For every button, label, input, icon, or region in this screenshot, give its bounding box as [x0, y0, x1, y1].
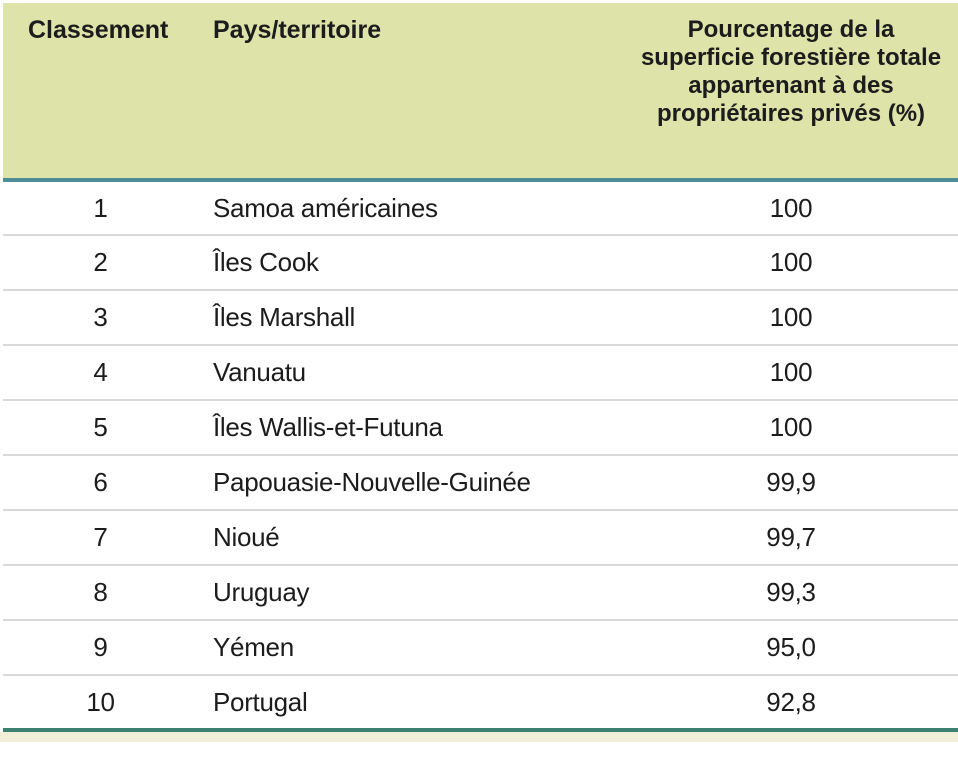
column-header-classement: Classement — [3, 3, 198, 182]
country-cell: Uruguay — [198, 565, 624, 621]
ranking-table: Classement Pays/territoire Pourcentage d… — [3, 3, 958, 732]
country-cell: Portugal — [198, 675, 624, 732]
header-row: Classement Pays/territoire Pourcentage d… — [3, 3, 958, 182]
table-row: 4 Vanuatu 100 — [3, 345, 958, 401]
rank-cell: 4 — [3, 345, 198, 401]
rank-cell: 8 — [3, 565, 198, 621]
rank-cell: 9 — [3, 620, 198, 676]
rank-cell: 10 — [3, 675, 198, 732]
table-row: 9 Yémen 95,0 — [3, 620, 958, 676]
rank-cell: 5 — [3, 400, 198, 456]
country-cell: Yémen — [198, 620, 624, 676]
table-row: 5 Îles Wallis-et-Futuna 100 — [3, 400, 958, 456]
table-row: 1 Samoa américaines 100 — [3, 180, 958, 236]
table-row: 10 Portugal 92,8 — [3, 675, 958, 732]
value-cell: 100 — [624, 290, 958, 346]
table-row: 8 Uruguay 99,3 — [3, 565, 958, 621]
country-cell: Vanuatu — [198, 345, 624, 401]
value-cell: 99,9 — [624, 455, 958, 511]
rank-cell: 6 — [3, 455, 198, 511]
ranking-table-container: Classement Pays/territoire Pourcentage d… — [3, 3, 958, 732]
value-cell: 99,7 — [624, 510, 958, 566]
bottom-strip — [0, 732, 958, 742]
value-cell: 100 — [624, 180, 958, 236]
country-cell: Îles Marshall — [198, 290, 624, 346]
table-row: 2 Îles Cook 100 — [3, 235, 958, 291]
value-cell: 92,8 — [624, 675, 958, 732]
column-header-pays-territoire: Pays/territoire — [198, 3, 624, 182]
value-cell: 95,0 — [624, 620, 958, 676]
table-row: 3 Îles Marshall 100 — [3, 290, 958, 346]
table-row: 7 Nioué 99,7 — [3, 510, 958, 566]
value-cell: 100 — [624, 345, 958, 401]
value-cell: 99,3 — [624, 565, 958, 621]
rank-cell: 7 — [3, 510, 198, 566]
table-body: 1 Samoa américaines 100 2 Îles Cook 100 3 Îles … — [3, 180, 958, 732]
country-cell: Nioué — [198, 510, 624, 566]
rank-cell: 2 — [3, 235, 198, 291]
rank-cell: 3 — [3, 290, 198, 346]
value-cell: 100 — [624, 235, 958, 291]
value-cell: 100 — [624, 400, 958, 456]
country-cell: Îles Wallis-et-Futuna — [198, 400, 624, 456]
column-header-pourcentage: Pourcentage de la superficie forestière … — [624, 3, 958, 182]
table-row: 6 Papouasie-Nouvelle-Guinée 99,9 — [3, 455, 958, 511]
table-header: Classement Pays/territoire Pourcentage d… — [3, 3, 958, 182]
country-cell: Papouasie-Nouvelle-Guinée — [198, 455, 624, 511]
country-cell: Samoa américaines — [198, 180, 624, 236]
rank-cell: 1 — [3, 180, 198, 236]
country-cell: Îles Cook — [198, 235, 624, 291]
